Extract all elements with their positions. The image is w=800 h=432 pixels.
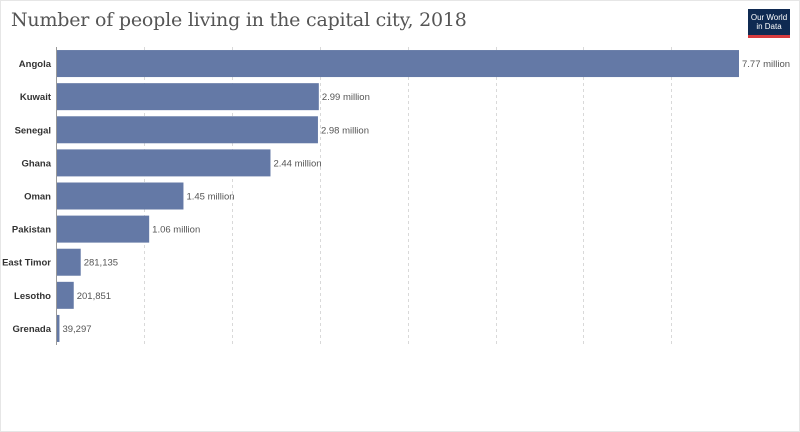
category-label: Pakistan <box>12 225 51 236</box>
category-label: East Timor <box>2 258 51 269</box>
category-label: Lesotho <box>14 291 51 302</box>
value-label: 7.77 million <box>742 59 790 70</box>
logo-line-2: in Data <box>756 22 782 31</box>
value-label: 1.06 million <box>152 225 200 236</box>
chart-title: Number of people living in the capital c… <box>11 9 467 31</box>
bar[interactable] <box>56 281 74 309</box>
logo-line-1: Our World <box>750 12 788 22</box>
category-label: Oman <box>24 192 51 203</box>
value-label: 201,851 <box>77 291 111 302</box>
value-label: 2.99 million <box>322 92 370 103</box>
bar[interactable] <box>56 215 150 243</box>
category-label: Senegal <box>15 125 51 136</box>
bar[interactable] <box>56 83 319 111</box>
bar[interactable] <box>56 248 81 276</box>
bar[interactable] <box>56 116 318 144</box>
value-label: 39,297 <box>62 324 91 335</box>
value-label: 2.44 million <box>273 158 321 169</box>
value-label: 2.98 million <box>321 125 369 136</box>
category-label: Ghana <box>21 158 51 169</box>
bar[interactable] <box>56 149 271 177</box>
owid-logo[interactable]: Our World in Data <box>748 9 790 38</box>
category-label: Kuwait <box>20 92 52 103</box>
value-label: 281,135 <box>84 258 118 269</box>
bar[interactable] <box>56 182 184 210</box>
category-label: Grenada <box>12 324 51 335</box>
value-label: 1.45 million <box>186 192 234 203</box>
bar[interactable] <box>56 314 60 342</box>
category-label: Angola <box>19 59 52 70</box>
bar[interactable] <box>56 50 739 78</box>
